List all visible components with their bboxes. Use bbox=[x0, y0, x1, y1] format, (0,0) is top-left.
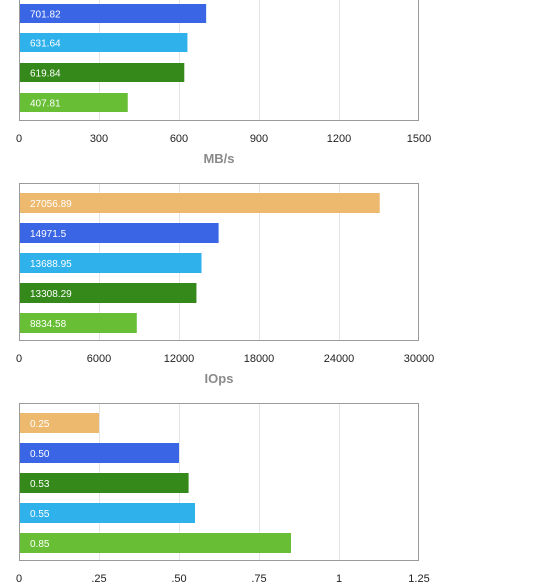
bar-label: 13308.29 bbox=[30, 289, 72, 300]
bar-label: 0.25 bbox=[30, 419, 50, 430]
plot-frame bbox=[19, 0, 419, 121]
bar bbox=[19, 4, 207, 23]
x-tick-label: 6000 bbox=[87, 353, 111, 365]
bar bbox=[19, 283, 197, 303]
bar bbox=[19, 63, 185, 82]
x-tick-label: 300 bbox=[90, 133, 108, 145]
x-tick-label: 18000 bbox=[244, 353, 275, 365]
bar-label: 14971.5 bbox=[30, 229, 67, 240]
plot-frame bbox=[19, 403, 419, 561]
x-tick-label: 1 bbox=[336, 573, 342, 585]
bar-label: 13688.95 bbox=[30, 259, 72, 270]
bar-label: 0.55 bbox=[30, 509, 50, 520]
bar bbox=[19, 253, 202, 273]
bar bbox=[19, 533, 291, 553]
x-tick-label: .50 bbox=[171, 573, 186, 585]
bar bbox=[19, 503, 195, 523]
bar bbox=[19, 473, 189, 493]
x-axis-title: MB/s bbox=[203, 151, 234, 166]
chart-3: 0.250.500.530.550.850.25.50.75 1 1.25 bbox=[16, 403, 430, 585]
x-tick-label: 30000 bbox=[404, 353, 435, 365]
x-tick-label: 0 bbox=[16, 133, 22, 145]
x-tick-label: 1.25 bbox=[408, 573, 429, 585]
x-tick-label: 24000 bbox=[324, 353, 355, 365]
x-tick-label: 0 bbox=[16, 573, 22, 585]
x-tick-label: 0 bbox=[16, 353, 22, 365]
bar-label: 0.50 bbox=[30, 449, 50, 460]
x-tick-label: 600 bbox=[170, 133, 188, 145]
bar bbox=[19, 193, 380, 213]
bar bbox=[19, 313, 137, 333]
x-axis-title: IOps bbox=[205, 371, 234, 386]
bar-label: 0.85 bbox=[30, 539, 50, 550]
bar-label: 619.84 bbox=[30, 69, 61, 80]
bar-label: 631.64 bbox=[30, 39, 61, 50]
bar bbox=[19, 413, 99, 433]
x-tick-label: 12000 bbox=[164, 353, 195, 365]
x-tick-label: 900 bbox=[250, 133, 268, 145]
bar-label: 701.82 bbox=[30, 10, 61, 21]
bar bbox=[19, 223, 219, 243]
x-tick-label: .25 bbox=[91, 573, 106, 585]
x-tick-label: 1200 bbox=[327, 133, 351, 145]
bar bbox=[19, 443, 179, 463]
chart-1: 701.82 631.64 619.84 407.81 0 300 600 900 1200 15… bbox=[16, 0, 431, 166]
bar-label: 407.81 bbox=[30, 99, 61, 110]
plot-frame bbox=[19, 183, 419, 341]
bar-label: 27056.89 bbox=[30, 199, 72, 210]
bar-label: 0.53 bbox=[30, 479, 50, 490]
x-tick-label: .75 bbox=[251, 573, 266, 585]
bar bbox=[19, 93, 128, 112]
bar-label: 8834.58 bbox=[30, 319, 67, 330]
bar bbox=[19, 33, 188, 52]
chart-2: 27056.89 14971.5 13688.95 13308.29 8834.58 0 6… bbox=[16, 183, 434, 386]
x-tick-label: 1500 bbox=[407, 133, 431, 145]
